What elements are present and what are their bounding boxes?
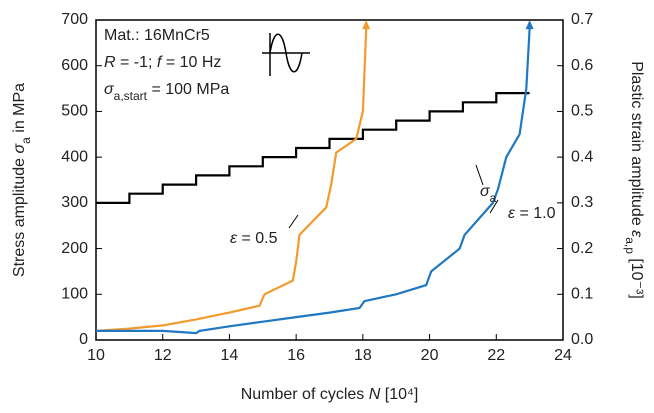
annotation: σa: [480, 183, 497, 205]
text-part: [10⁻³]: [628, 254, 645, 299]
y2-tick-label: 0.5: [571, 103, 593, 120]
annotation: Mat.: 16MnCr5: [104, 27, 210, 44]
text-part: Plastic strain amplitude: [628, 61, 645, 230]
text-part: ε: [230, 230, 238, 247]
y-tick-label: 200: [61, 240, 88, 257]
y-tick-label: 300: [61, 194, 88, 211]
y2-tick-label: 0.0: [571, 331, 593, 348]
text-part: Mat.: 16MnCr5: [104, 27, 210, 44]
annotation: ε = 0.5: [230, 230, 278, 247]
plot-frame: [95, 19, 564, 341]
text-part: = 1.0: [515, 205, 556, 222]
text-part: σ: [480, 183, 491, 200]
x-tick-label: 14: [221, 347, 239, 364]
text-part: σ: [11, 142, 28, 153]
text-part: Number of cycles: [241, 386, 369, 403]
y2-tick-label: 0.4: [571, 148, 593, 165]
text-part: = 100 MPa: [147, 81, 229, 98]
text-part: ε: [508, 205, 516, 222]
x-axis-label: Number of cycles N [10⁴]: [241, 386, 419, 403]
text-part: in MPa: [11, 83, 28, 137]
sine-icon: [262, 33, 310, 76]
text-part: [10⁴]: [380, 386, 418, 403]
text-part: = -1;: [116, 54, 157, 71]
annotation: σa,start = 100 MPa: [104, 81, 229, 103]
text-part: = 10 Hz: [161, 54, 221, 71]
x-tick-label: 10: [87, 347, 105, 364]
text-part: a,p: [623, 237, 637, 254]
y-tick-label: 0: [79, 331, 88, 348]
text-part: a,start: [114, 89, 148, 103]
text-part: R: [104, 54, 116, 71]
annotation: R = -1; f = 10 Hz: [104, 54, 221, 71]
text-part: σ: [104, 81, 115, 98]
y-tick-label: 500: [61, 103, 88, 120]
text-part: a: [19, 137, 33, 144]
y2-axis-label: Plastic strain amplitude εa,p [10⁻³]: [623, 61, 645, 299]
text-part: Stress amplitude: [11, 153, 28, 277]
x-tick-label: 22: [487, 347, 505, 364]
data-line: [95, 29, 368, 332]
y-tick-label: 600: [61, 57, 88, 74]
x-tick-label: 12: [154, 347, 172, 364]
y-tick-label: 700: [61, 11, 88, 28]
y2-tick-label: 0.6: [571, 57, 593, 74]
text-part: N: [369, 386, 381, 403]
text-part: f: [157, 54, 163, 71]
annotation: ε = 1.0: [508, 205, 556, 222]
text-part: a: [490, 191, 497, 205]
y-tick-label: 100: [61, 286, 88, 303]
x-tick-label: 16: [287, 347, 305, 364]
x-tick-label: 18: [354, 347, 372, 364]
text-part: = 0.5: [237, 230, 278, 247]
text-part: ε: [628, 230, 645, 238]
x-tick-label: 20: [421, 347, 439, 364]
x-tick-label: 24: [554, 347, 572, 364]
y-tick-label: 400: [61, 148, 88, 165]
y2-tick-label: 0.1: [571, 286, 593, 303]
y-axis-label: Stress amplitude σa in MPa: [11, 83, 33, 277]
y2-tick-label: 0.3: [571, 194, 593, 211]
data-line: [96, 29, 531, 335]
y2-tick-label: 0.7: [571, 11, 593, 28]
leader-lines: [288, 164, 499, 229]
y2-tick-label: 0.2: [571, 240, 593, 257]
data-line: [96, 92, 530, 204]
